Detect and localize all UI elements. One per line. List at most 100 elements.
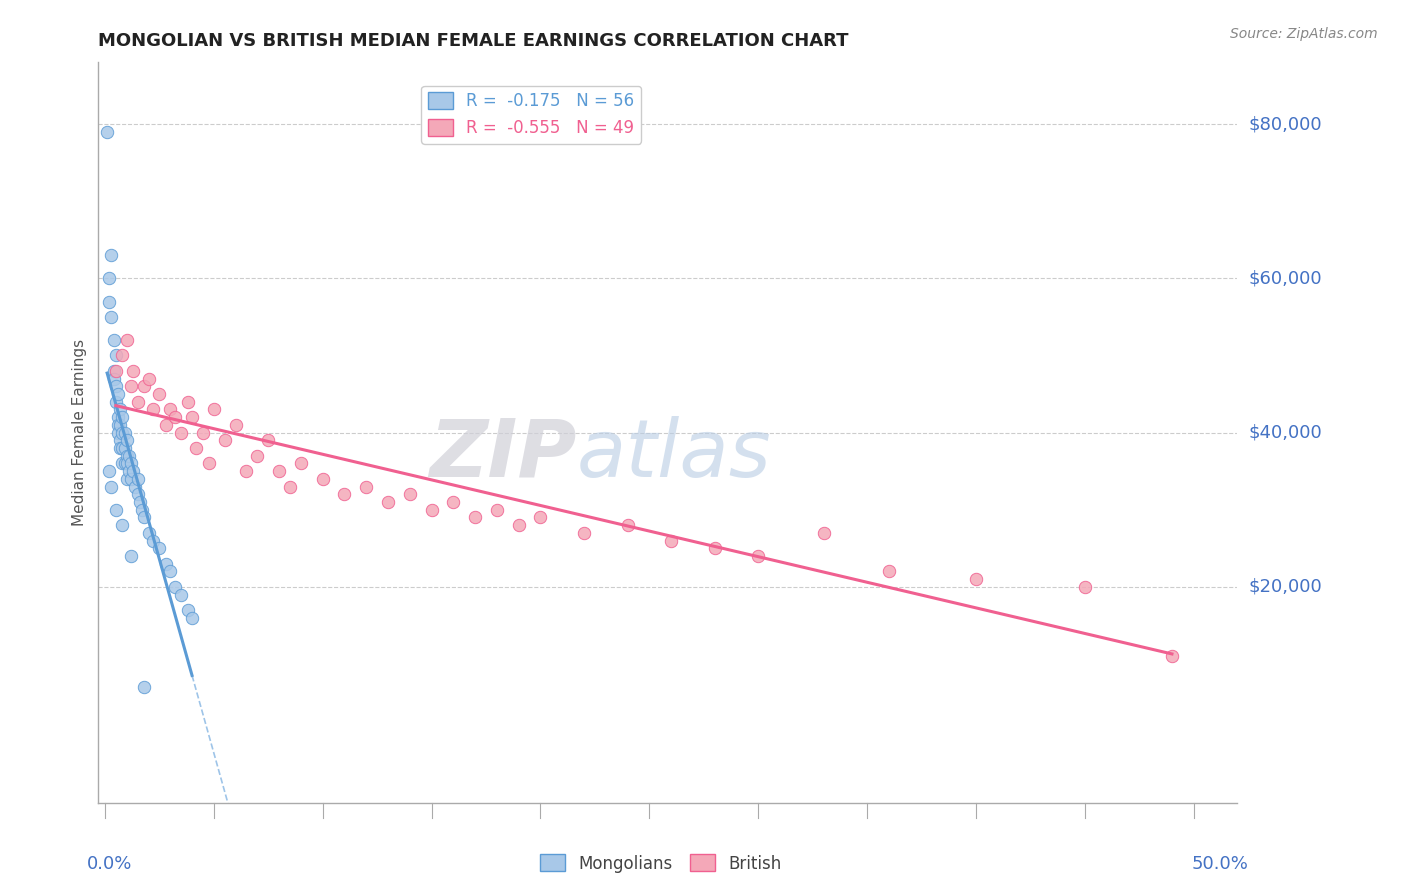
Point <box>441 495 464 509</box>
Point <box>312 472 335 486</box>
Point <box>104 502 127 516</box>
Point <box>104 394 127 409</box>
Point <box>176 394 198 409</box>
Point <box>114 425 136 440</box>
Point <box>118 449 141 463</box>
Point <box>420 502 443 516</box>
Point <box>124 480 146 494</box>
Point <box>159 565 181 579</box>
Point <box>225 417 247 432</box>
Point <box>269 464 291 478</box>
Point <box>134 379 156 393</box>
Point <box>122 364 145 378</box>
Point <box>464 510 486 524</box>
Point <box>120 457 142 471</box>
Point <box>148 387 170 401</box>
Point <box>181 610 204 624</box>
Point <box>159 402 181 417</box>
Point <box>111 349 134 363</box>
Point <box>108 417 131 432</box>
Point <box>163 580 186 594</box>
Point <box>198 457 221 471</box>
Point <box>127 394 149 409</box>
Text: Source: ZipAtlas.com: Source: ZipAtlas.com <box>1230 27 1378 41</box>
Point <box>100 480 122 494</box>
Point <box>100 310 122 324</box>
Point <box>111 457 134 471</box>
Point <box>111 410 134 425</box>
Text: atlas: atlas <box>576 416 772 494</box>
Point <box>134 510 156 524</box>
Point <box>108 434 131 448</box>
Text: 50.0%: 50.0% <box>1192 855 1249 872</box>
Point <box>398 487 420 501</box>
Point <box>103 371 125 385</box>
Point <box>96 125 118 139</box>
Point <box>98 271 121 285</box>
Point <box>965 572 987 586</box>
Point <box>155 417 177 432</box>
Point <box>120 379 142 393</box>
Point <box>114 441 136 455</box>
Point <box>354 480 377 494</box>
Point <box>377 495 399 509</box>
Point <box>115 472 138 486</box>
Point <box>120 549 142 563</box>
Point <box>163 410 186 425</box>
Point <box>877 565 900 579</box>
Text: $80,000: $80,000 <box>1249 115 1322 133</box>
Point <box>107 425 129 440</box>
Point <box>813 525 835 540</box>
Point <box>138 525 160 540</box>
Point <box>191 425 214 440</box>
Point <box>186 441 208 455</box>
Point <box>747 549 769 563</box>
Point <box>108 402 131 417</box>
Point <box>103 333 125 347</box>
Text: ZIP: ZIP <box>429 416 576 494</box>
Point <box>616 518 638 533</box>
Point <box>138 371 160 385</box>
Point <box>120 472 142 486</box>
Point <box>148 541 170 556</box>
Y-axis label: Median Female Earnings: Median Female Earnings <box>72 339 87 526</box>
Text: $60,000: $60,000 <box>1249 269 1322 287</box>
Point <box>108 441 131 455</box>
Legend: Mongolians, British: Mongolians, British <box>534 847 787 880</box>
Point <box>572 525 595 540</box>
Text: MONGOLIAN VS BRITISH MEDIAN FEMALE EARNINGS CORRELATION CHART: MONGOLIAN VS BRITISH MEDIAN FEMALE EARNI… <box>98 32 849 50</box>
Point <box>111 441 134 455</box>
Point <box>111 518 134 533</box>
Point <box>485 502 508 516</box>
Point <box>142 533 165 548</box>
Point <box>508 518 530 533</box>
Point <box>114 457 136 471</box>
Point <box>127 472 149 486</box>
Point <box>257 434 280 448</box>
Point <box>107 387 129 401</box>
Point <box>202 402 225 417</box>
Point <box>703 541 725 556</box>
Point <box>246 449 269 463</box>
Point <box>1074 580 1097 594</box>
Point <box>1161 649 1184 664</box>
Point <box>103 364 125 378</box>
Point <box>170 425 193 440</box>
Point <box>333 487 356 501</box>
Point <box>100 248 122 262</box>
Point <box>104 379 127 393</box>
Point <box>290 457 312 471</box>
Point <box>134 680 156 694</box>
Point <box>115 434 138 448</box>
Text: $20,000: $20,000 <box>1249 578 1322 596</box>
Text: 0.0%: 0.0% <box>87 855 132 872</box>
Point <box>128 495 150 509</box>
Point <box>98 464 121 478</box>
Point <box>181 410 204 425</box>
Point <box>214 434 236 448</box>
Point <box>107 417 129 432</box>
Point <box>127 487 149 501</box>
Point <box>115 333 138 347</box>
Point <box>104 364 127 378</box>
Point <box>118 464 141 478</box>
